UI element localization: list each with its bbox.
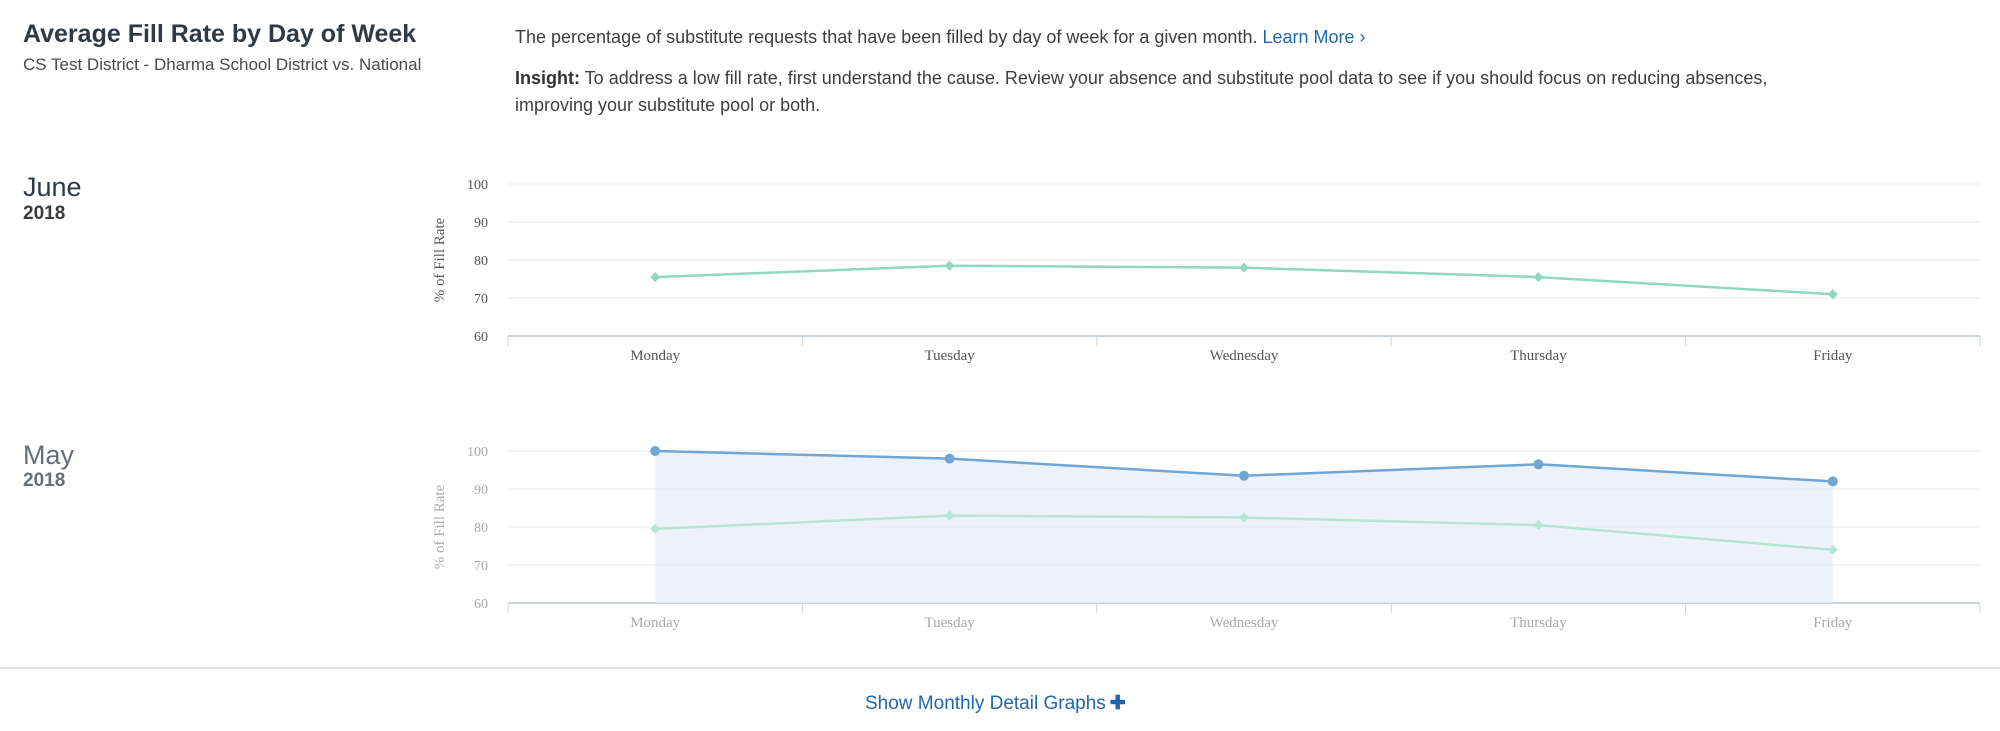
- y-axis-label: % of Fill Rate: [432, 217, 448, 302]
- national-point: [1827, 289, 1838, 300]
- national-point: [1239, 262, 1249, 273]
- year-label-june: 2018: [23, 203, 66, 224]
- x-tick-label: Friday: [1813, 348, 1853, 364]
- district-point: [650, 446, 661, 456]
- page-subtitle: CS Test District - Dharma School Distric…: [23, 55, 422, 74]
- y-tick-label: 70: [474, 292, 488, 307]
- x-tick-label: Wednesday: [1210, 348, 1279, 364]
- x-tick-label: Monday: [630, 348, 680, 364]
- national-point: [1827, 544, 1838, 555]
- insight-text: To address a low fill rate, first unders…: [515, 68, 1768, 115]
- national-point: [650, 523, 661, 534]
- show-monthly-detail-button[interactable]: Show Monthly Detail Graphs ✚: [865, 692, 1126, 715]
- x-tick-label: Tuesday: [924, 348, 975, 364]
- y-axis-label: % of Fill Rate: [432, 484, 448, 569]
- y-tick-label: 90: [474, 483, 488, 498]
- show-monthly-detail-label: Show Monthly Detail Graphs: [865, 693, 1106, 714]
- district-point: [1827, 476, 1838, 487]
- district-point: [944, 453, 955, 464]
- chart-may: 60 70 80 90 100 Monday Tuesday Wednesday Thursda…: [432, 445, 1981, 631]
- y-tick-label: 60: [474, 597, 488, 612]
- y-tick-label: 100: [467, 178, 488, 193]
- y-tick-label: 100: [467, 445, 488, 460]
- insight-label: Insight:: [515, 68, 580, 88]
- y-tick-label: 80: [474, 521, 488, 536]
- district-point: [1239, 470, 1249, 481]
- y-tick-label: 90: [474, 216, 488, 231]
- y-tick-label: 70: [474, 559, 488, 574]
- x-tick-label: Friday: [1813, 615, 1853, 631]
- x-tick-label: Tuesday: [924, 615, 975, 631]
- chart-june: 60 70 80 90 100 Monday Tuesday Wednesday Thursda…: [432, 178, 1981, 364]
- y-tick-label: 60: [474, 330, 488, 345]
- x-tick-label: Monday: [630, 615, 680, 631]
- national-point: [1533, 520, 1544, 531]
- year-label-may: 2018: [23, 470, 66, 491]
- national-point: [944, 260, 955, 271]
- x-tick-label: Thursday: [1510, 348, 1567, 364]
- description-text: The percentage of substitute requests th…: [515, 27, 1258, 47]
- district-area: [655, 451, 1833, 603]
- national-point: [1239, 512, 1249, 523]
- district-point: [1533, 459, 1544, 470]
- x-tick-label: Thursday: [1510, 615, 1567, 631]
- learn-more-link[interactable]: Learn More ›: [1262, 27, 1366, 47]
- description: The percentage of substitute requests th…: [515, 24, 1815, 51]
- national-point: [1533, 272, 1544, 283]
- plus-icon: ✚: [1109, 693, 1126, 714]
- national-point: [650, 272, 661, 283]
- page-title: Average Fill Rate by Day of Week: [23, 20, 417, 48]
- month-label-may: May: [23, 440, 75, 470]
- month-label-june: June: [23, 172, 82, 202]
- divider: [0, 667, 2000, 669]
- y-tick-label: 80: [474, 254, 488, 269]
- x-tick-label: Wednesday: [1210, 615, 1279, 631]
- insight: Insight: To address a low fill rate, fir…: [515, 65, 1775, 119]
